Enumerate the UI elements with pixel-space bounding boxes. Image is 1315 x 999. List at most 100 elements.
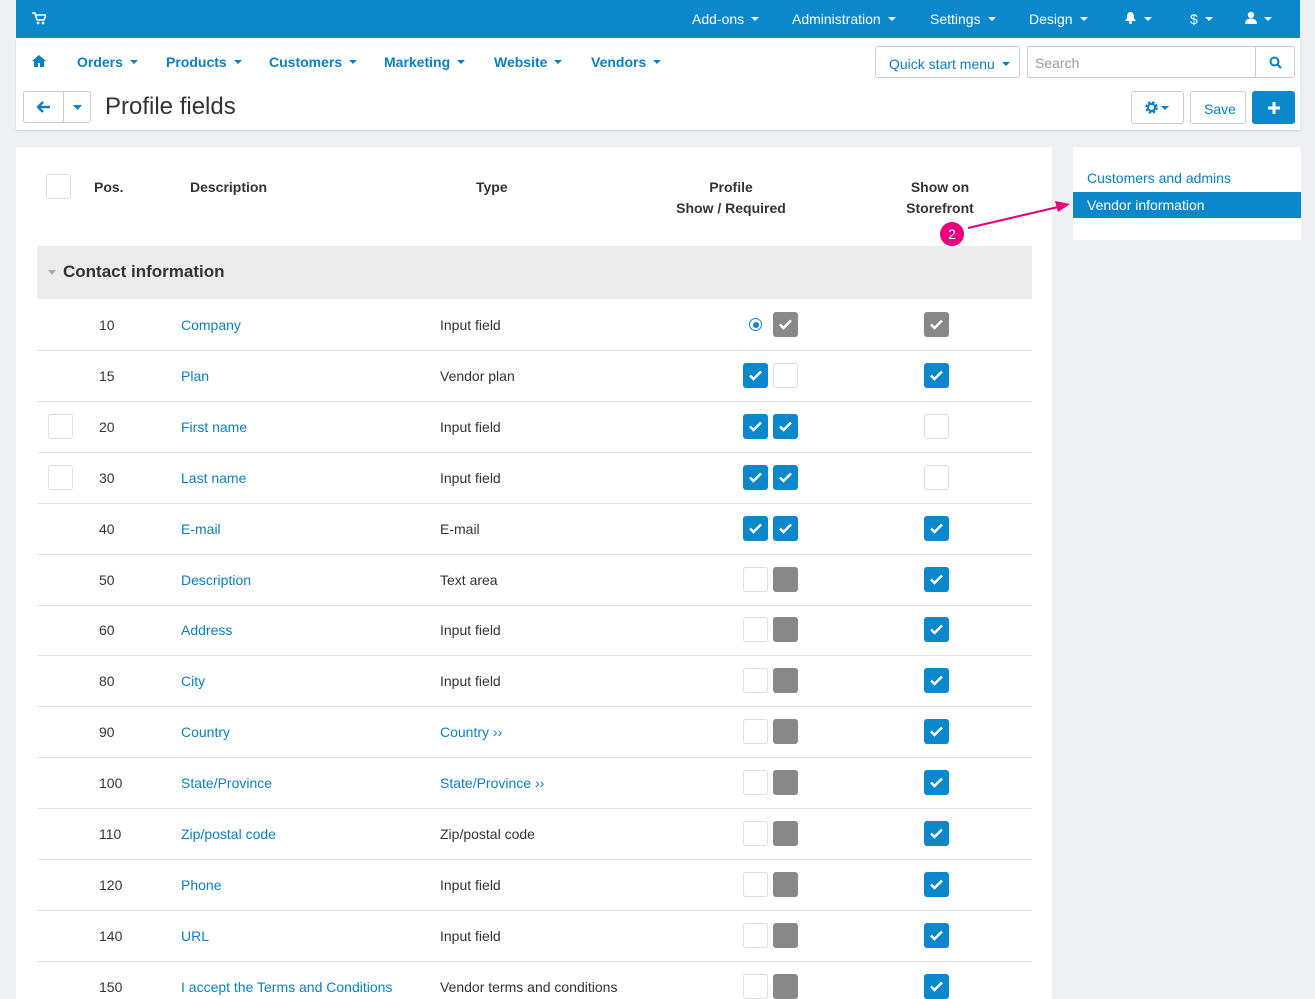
settings-button[interactable] (1131, 91, 1184, 124)
position: 150 (99, 978, 123, 995)
group-header[interactable]: Contact information (37, 246, 1032, 299)
nav-menu[interactable]: Products (166, 54, 242, 70)
top-menu[interactable]: Administration (792, 11, 896, 27)
nav-bar: Orders Products Customers Marketing Webs… (16, 38, 1300, 130)
required-checkbox (773, 871, 798, 897)
show-checkbox[interactable] (743, 871, 768, 897)
field-name[interactable]: First name (181, 418, 248, 435)
show-checkbox[interactable] (743, 413, 768, 439)
show-checkbox[interactable] (743, 719, 768, 745)
required-checkbox[interactable] (773, 413, 798, 439)
storefront-checkbox[interactable] (924, 719, 949, 745)
field-type[interactable]: Country ›› (440, 724, 503, 741)
field-name[interactable]: Phone (181, 876, 222, 893)
required-checkbox[interactable] (773, 362, 798, 388)
position: 30 (99, 469, 115, 486)
cart-icon[interactable] (32, 12, 46, 25)
row-checkbox[interactable] (48, 464, 73, 490)
field-name[interactable]: Country (181, 724, 231, 741)
required-checkbox[interactable] (773, 515, 798, 541)
show-checkbox[interactable] (743, 973, 768, 999)
table-row: 100 State/Province State/Province ›› (37, 758, 1032, 810)
search-box[interactable]: Search (1027, 46, 1295, 78)
field-name[interactable]: URL (181, 927, 210, 944)
field-name[interactable]: E-mail (181, 520, 221, 537)
nav-menu[interactable]: Customers (269, 54, 357, 70)
field-name[interactable]: Zip/postal code (181, 826, 276, 842)
sidebar-item[interactable]: Customers and admins (1087, 170, 1231, 186)
show-checkbox[interactable] (743, 922, 768, 948)
storefront-checkbox[interactable] (924, 515, 949, 541)
table-row: 110 Zip/postal code Zip/postal code (37, 809, 1032, 860)
storefront-checkbox[interactable] (924, 871, 949, 897)
save-button[interactable]: Save (1190, 91, 1246, 124)
show-checkbox[interactable] (743, 362, 768, 388)
quick-start-button[interactable]: Quick start menu (875, 46, 1020, 78)
annotation-arrowhead (1055, 201, 1070, 212)
storefront-checkbox[interactable] (924, 821, 949, 846)
top-menu[interactable]: Add-ons (692, 11, 759, 27)
table-row: 90 Country Country ›› (37, 707, 1032, 759)
row-checkbox[interactable] (48, 413, 73, 439)
table-row: 120 Phone Input field (37, 860, 1032, 911)
notifications[interactable] (1124, 11, 1152, 27)
currency-menu[interactable]: $ (1190, 11, 1213, 27)
storefront-checkbox[interactable] (924, 668, 949, 694)
top-menu[interactable]: Design (1029, 11, 1088, 27)
show-checkbox[interactable] (743, 617, 768, 643)
storefront-checkbox[interactable] (924, 566, 949, 592)
top-menu[interactable]: Settings (930, 11, 996, 27)
show-checkbox[interactable] (743, 515, 768, 541)
position: 10 (99, 317, 115, 333)
field-name[interactable]: Description (181, 571, 252, 588)
storefront-checkbox[interactable] (924, 464, 949, 490)
show-checkbox[interactable] (743, 668, 768, 694)
required-checkbox (773, 566, 798, 592)
select-all-checkbox[interactable] (46, 174, 71, 199)
field-name[interactable]: City (181, 673, 206, 690)
sidebar-item[interactable]: Vendor information (1073, 192, 1301, 218)
table-row: 50 Description Text area (37, 555, 1032, 606)
field-name[interactable]: Company (181, 317, 241, 333)
quick-start-label: Quick start menu (889, 56, 1010, 72)
storefront-checkbox[interactable] (924, 973, 949, 999)
field-name[interactable]: I accept the Terms and Conditions (181, 978, 393, 995)
field-name[interactable]: Address (181, 622, 233, 639)
column-header: Type (476, 179, 508, 195)
field-name[interactable]: Plan (181, 367, 210, 384)
field-type[interactable]: State/Province ›› (440, 775, 545, 792)
add-button[interactable] (1252, 91, 1295, 124)
show-checkbox[interactable] (749, 318, 762, 331)
home-icon[interactable] (32, 55, 46, 67)
nav-menu[interactable]: Orders (77, 54, 138, 70)
show-checkbox[interactable] (743, 770, 768, 796)
required-checkbox (773, 312, 798, 337)
table-row: 15 Plan Vendor plan (37, 351, 1032, 402)
table-row: 60 Address Input field (37, 605, 1032, 657)
storefront-checkbox[interactable] (924, 922, 949, 948)
table-row: 10 Company Input field (37, 300, 1032, 351)
storefront-checkbox[interactable] (924, 362, 949, 388)
field-type: Input field (440, 927, 501, 944)
required-checkbox[interactable] (773, 464, 798, 490)
search-icon[interactable] (1269, 56, 1282, 69)
storefront-checkbox[interactable] (924, 617, 949, 643)
back-button-group[interactable] (23, 91, 91, 123)
storefront-checkbox[interactable] (924, 770, 949, 796)
position: 40 (99, 520, 115, 537)
nav-menu[interactable]: Website (494, 54, 562, 70)
field-name[interactable]: Last name (181, 469, 247, 486)
show-checkbox[interactable] (743, 464, 768, 490)
position: 15 (99, 367, 115, 384)
show-checkbox[interactable] (743, 821, 768, 846)
position: 100 (99, 775, 123, 792)
show-checkbox[interactable] (743, 566, 768, 592)
nav-menu[interactable]: Vendors (591, 54, 661, 70)
user-menu[interactable] (1245, 11, 1272, 27)
field-name[interactable]: State/Province (181, 775, 273, 792)
storefront-checkbox[interactable] (924, 413, 949, 439)
page-title: Profile fields (105, 93, 236, 120)
required-checkbox (773, 617, 798, 643)
nav-menu[interactable]: Marketing (384, 54, 465, 70)
